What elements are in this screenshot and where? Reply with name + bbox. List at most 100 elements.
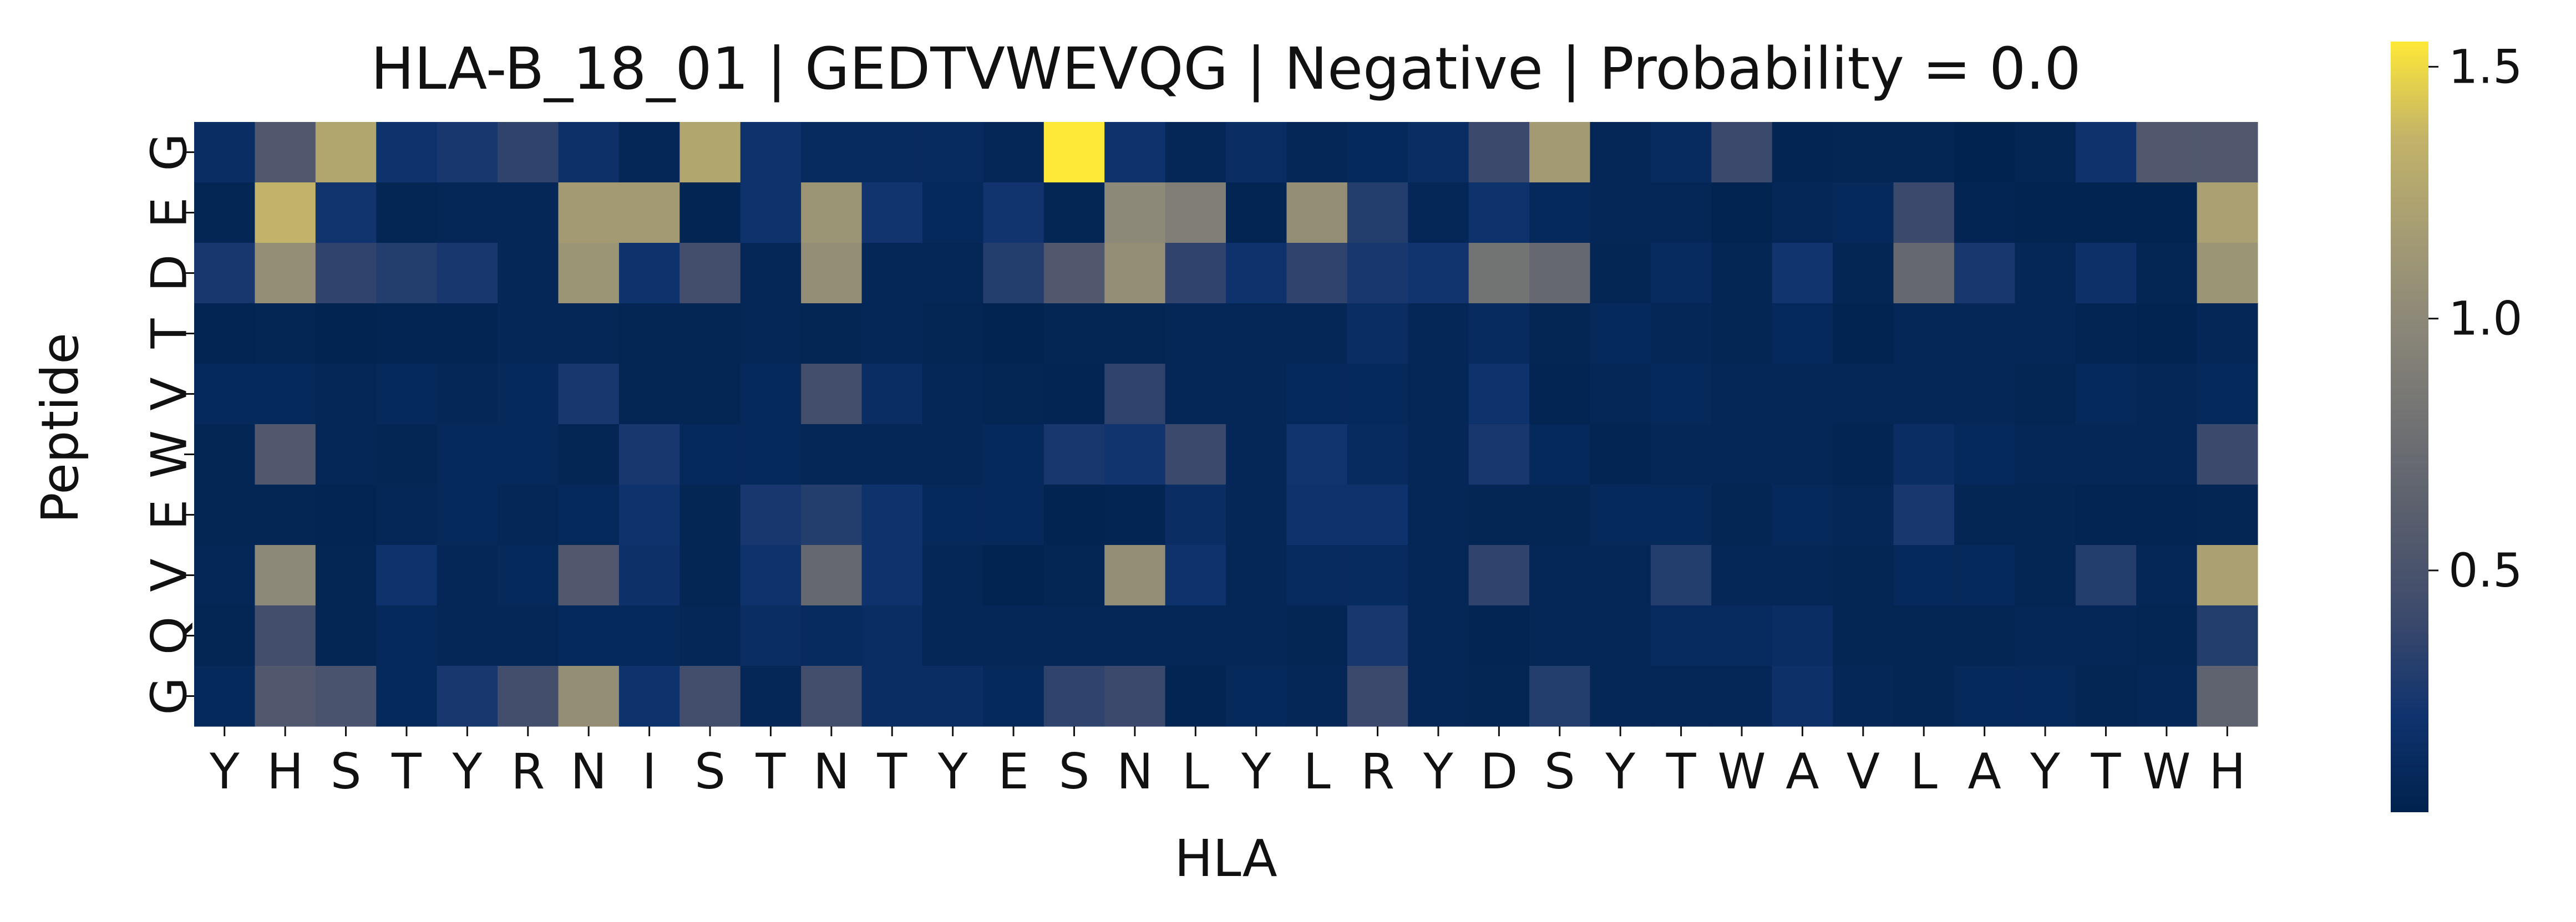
heatmap-cell	[1650, 122, 1712, 183]
heatmap-cell	[1650, 605, 1712, 666]
heatmap-cell	[1043, 666, 1105, 727]
y-tick-label: G	[141, 677, 198, 715]
heatmap-cell	[1893, 303, 1955, 364]
heatmap-cell	[1043, 364, 1105, 425]
heatmap-cell	[1165, 666, 1226, 727]
heatmap-cell	[740, 303, 802, 364]
heatmap-cell	[315, 545, 377, 606]
heatmap-cell	[801, 303, 863, 364]
heatmap-cell	[1104, 182, 1166, 243]
heatmap-cell	[618, 424, 680, 485]
heatmap-cell	[1226, 243, 1287, 304]
heatmap-cell	[1711, 243, 1773, 304]
heatmap-cell	[1347, 243, 1408, 304]
heatmap-cell	[2136, 666, 2198, 727]
heatmap-cell	[2136, 303, 2198, 364]
heatmap-cell	[1165, 122, 1226, 183]
heatmap-cell	[558, 122, 620, 183]
heatmap-cell	[1347, 303, 1408, 364]
heatmap-cell	[2197, 545, 2258, 606]
heatmap-cell	[1954, 424, 2015, 485]
heatmap-cell	[437, 364, 498, 425]
heatmap-cell	[680, 243, 741, 304]
heatmap-cell	[1347, 122, 1408, 183]
heatmap-cell	[618, 364, 680, 425]
heatmap-cell	[2197, 364, 2258, 425]
heatmap-cell	[922, 424, 983, 485]
x-tick-label: T	[2091, 743, 2122, 800]
y-tick-labels: GEDTVWEVQG	[141, 133, 198, 715]
heatmap-cell	[861, 243, 923, 304]
heatmap-cell	[1711, 303, 1773, 364]
heatmap-cell	[1650, 303, 1712, 364]
heatmap-cell	[740, 666, 802, 727]
heatmap-cell	[2197, 605, 2258, 666]
heatmap-cell	[498, 545, 559, 606]
heatmap-cell	[740, 545, 802, 606]
heatmap-cell	[558, 243, 620, 304]
heatmap-cell	[680, 605, 741, 666]
heatmap-cell	[861, 605, 923, 666]
heatmap-cell	[1104, 303, 1166, 364]
heatmap-cell	[2197, 424, 2258, 485]
heatmap-cell	[801, 485, 863, 546]
heatmap-cell	[1104, 243, 1166, 304]
heatmap-cell	[194, 666, 256, 727]
heatmap-cell	[376, 243, 438, 304]
heatmap-cell	[2015, 364, 2076, 425]
heatmap-cell	[861, 485, 923, 546]
heatmap-cell	[680, 182, 741, 243]
heatmap-cell	[315, 424, 377, 485]
heatmap-cell	[618, 666, 680, 727]
heatmap-cell	[1286, 243, 1348, 304]
heatmap-cell	[1347, 424, 1408, 485]
heatmap-cell	[1226, 122, 1287, 183]
heatmap-cell	[801, 182, 863, 243]
heatmap-cell	[801, 545, 863, 606]
heatmap-cell	[1468, 666, 1530, 727]
heatmap-cell	[1772, 424, 1833, 485]
heatmap-cell	[680, 666, 741, 727]
heatmap-cell	[2197, 303, 2258, 364]
x-tick-label: S	[694, 743, 726, 800]
heatmap-cell	[1226, 485, 1287, 546]
x-tick-label: E	[998, 743, 1029, 800]
heatmap-cell	[983, 182, 1044, 243]
heatmap-cell	[1711, 666, 1773, 727]
x-tick-label: V	[1847, 743, 1880, 800]
heatmap-cell	[1165, 364, 1226, 425]
heatmap-cell	[558, 485, 620, 546]
heatmap-cell	[315, 122, 377, 183]
y-axis-label: Peptide	[31, 333, 90, 523]
heatmap-cell	[2075, 364, 2137, 425]
heatmap-cell	[740, 243, 802, 304]
heatmap-cell	[558, 545, 620, 606]
heatmap-cell	[1286, 424, 1348, 485]
heatmap-cell	[437, 605, 498, 666]
heatmap-cell	[558, 666, 620, 727]
heatmap-cell	[740, 605, 802, 666]
heatmap-cell	[2136, 243, 2198, 304]
y-tick-label: T	[141, 318, 198, 349]
x-tick-label: T	[1666, 743, 1697, 800]
heatmap-cell	[1650, 243, 1712, 304]
heatmap-cell	[2015, 303, 2076, 364]
heatmap-cell	[315, 303, 377, 364]
heatmap-cell	[498, 485, 559, 546]
heatmap-cell	[2075, 485, 2137, 546]
heatmap-cell	[1104, 424, 1166, 485]
x-tick-label: W	[1717, 743, 1766, 800]
y-tick-label: D	[141, 254, 198, 292]
heatmap-cell	[1347, 545, 1408, 606]
heatmap-cell	[740, 182, 802, 243]
heatmap-cell	[1893, 424, 1955, 485]
heatmap-cell	[437, 424, 498, 485]
heatmap-cell	[1529, 243, 1591, 304]
heatmap-cell	[922, 182, 983, 243]
heatmap-cell	[1954, 364, 2015, 425]
heatmap-cell	[680, 303, 741, 364]
colorbar-tick-label: 0.5	[2448, 543, 2523, 598]
heatmap-cell	[1893, 666, 1955, 727]
heatmap-cell	[376, 364, 438, 425]
heatmap-cell	[1408, 122, 1469, 183]
